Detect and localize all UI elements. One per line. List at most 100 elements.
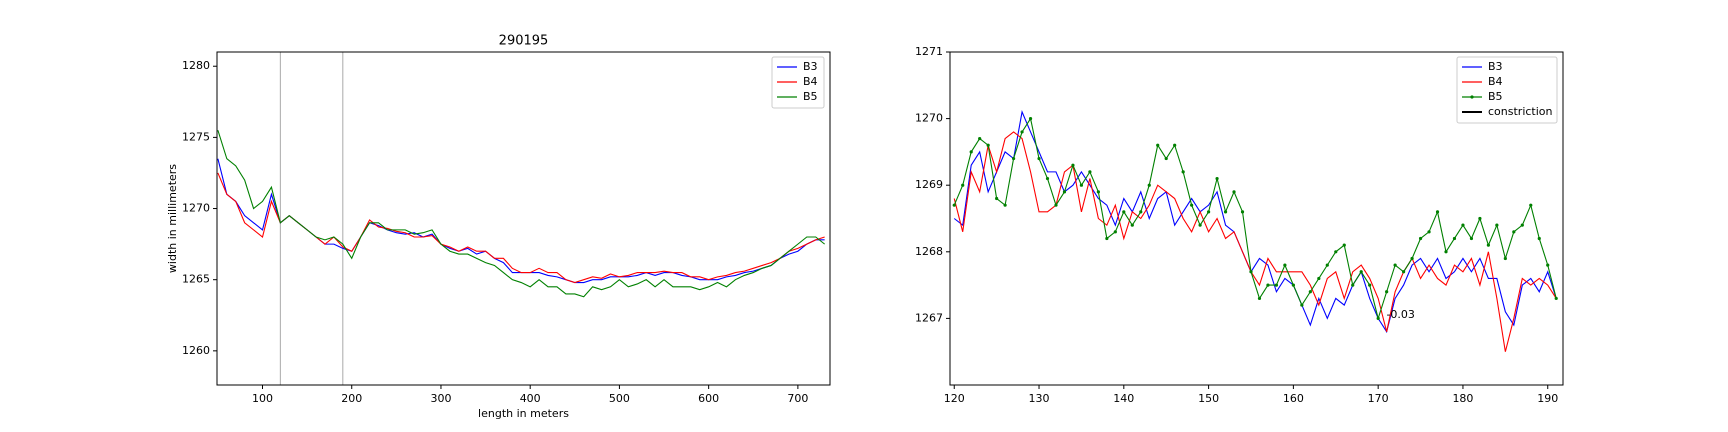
x-tick-label: 150 <box>1198 392 1219 405</box>
series-line <box>953 110 1557 334</box>
marker <box>1393 263 1397 267</box>
marker <box>1088 170 1092 174</box>
marker <box>1435 210 1440 214</box>
series-line <box>953 117 1557 321</box>
marker <box>1317 276 1321 281</box>
marker <box>1266 283 1270 287</box>
marker <box>1190 203 1194 207</box>
series-line <box>217 158 825 284</box>
marker <box>1537 236 1541 241</box>
marker <box>1181 170 1185 174</box>
x-tick-label: 300 <box>430 392 451 405</box>
marker <box>1028 117 1033 121</box>
marker <box>1427 230 1431 234</box>
series-line <box>217 172 825 284</box>
y-tick-label: 1269 <box>915 178 943 191</box>
marker <box>1376 316 1380 320</box>
y-axis-label: width in millimeters <box>166 164 179 273</box>
y-tick-label: 1271 <box>915 45 943 58</box>
marker <box>1223 210 1228 214</box>
legend-label: B5 <box>1488 90 1503 103</box>
x-tick-label: 200 <box>341 392 362 405</box>
marker <box>1096 190 1100 194</box>
marker <box>1020 130 1024 134</box>
marker <box>1342 243 1346 247</box>
marker <box>1418 236 1423 241</box>
plot-area <box>217 52 825 385</box>
marker <box>1503 256 1507 261</box>
marker <box>1257 296 1262 301</box>
x-tick-label: 160 <box>1283 392 1304 405</box>
marker <box>1495 223 1499 227</box>
axes-frame <box>216 51 831 386</box>
x-tick-label: 130 <box>1029 392 1050 405</box>
marker <box>1130 223 1134 227</box>
marker <box>1368 283 1372 287</box>
marker <box>1105 236 1109 241</box>
x-axis-label: length in meters <box>478 407 569 420</box>
legend-marker <box>1470 95 1474 99</box>
x-tick-label: 600 <box>698 392 719 405</box>
annotation: -0.03 <box>1386 308 1414 321</box>
x-tick-label: 170 <box>1368 392 1389 405</box>
marker <box>1410 256 1414 261</box>
marker <box>1156 143 1160 147</box>
marker <box>952 203 956 207</box>
legend-label: B3 <box>803 60 818 73</box>
marker <box>961 183 965 187</box>
x-tick-label: 190 <box>1537 392 1558 405</box>
marker <box>1079 183 1084 187</box>
marker <box>1122 210 1126 214</box>
marker <box>1062 190 1067 194</box>
marker <box>1469 236 1474 241</box>
marker <box>1308 290 1312 294</box>
marker <box>1546 263 1550 267</box>
x-tick-label: 400 <box>520 392 541 405</box>
legend-label: B5 <box>803 90 818 103</box>
marker <box>1520 223 1524 227</box>
marker <box>1512 230 1516 234</box>
marker <box>1283 263 1287 267</box>
legend-label: B4 <box>1488 75 1503 88</box>
marker <box>1351 283 1355 287</box>
marker <box>1037 156 1041 161</box>
marker <box>1249 270 1253 274</box>
legend-box <box>1456 56 1558 124</box>
marker <box>986 143 990 147</box>
marker <box>1232 190 1236 194</box>
x-tick-label: 140 <box>1113 392 1134 405</box>
marker <box>1402 270 1406 274</box>
plot-area <box>952 110 1558 352</box>
legend-box <box>771 56 825 109</box>
marker <box>1011 156 1016 161</box>
x-tick-label: 100 <box>252 392 273 405</box>
marker <box>1452 236 1457 241</box>
marker <box>1215 176 1219 181</box>
marker <box>1461 223 1465 227</box>
marker <box>1139 210 1143 214</box>
x-tick-label: 700 <box>787 392 808 405</box>
marker <box>969 150 973 154</box>
chart-title: 290195 <box>499 34 549 49</box>
y-tick-label: 1268 <box>915 245 943 258</box>
marker <box>1478 216 1482 221</box>
marker <box>1554 296 1558 301</box>
marker <box>1147 183 1151 187</box>
marker <box>1113 230 1117 234</box>
marker <box>1173 143 1177 147</box>
y-tick-label: 1280 <box>182 59 210 72</box>
y-tick-label: 1270 <box>915 112 943 125</box>
marker <box>1486 243 1490 247</box>
marker <box>1198 223 1202 227</box>
y-tick-label: 1267 <box>915 311 943 324</box>
x-tick-label: 180 <box>1452 392 1473 405</box>
marker <box>1206 210 1211 214</box>
x-tick-label: 120 <box>944 392 965 405</box>
marker <box>995 196 999 201</box>
marker <box>1325 263 1329 267</box>
legend-label: B3 <box>1488 60 1503 73</box>
series-line <box>217 130 825 298</box>
y-tick-label: 1260 <box>182 344 210 357</box>
y-tick-label: 1275 <box>182 130 210 143</box>
